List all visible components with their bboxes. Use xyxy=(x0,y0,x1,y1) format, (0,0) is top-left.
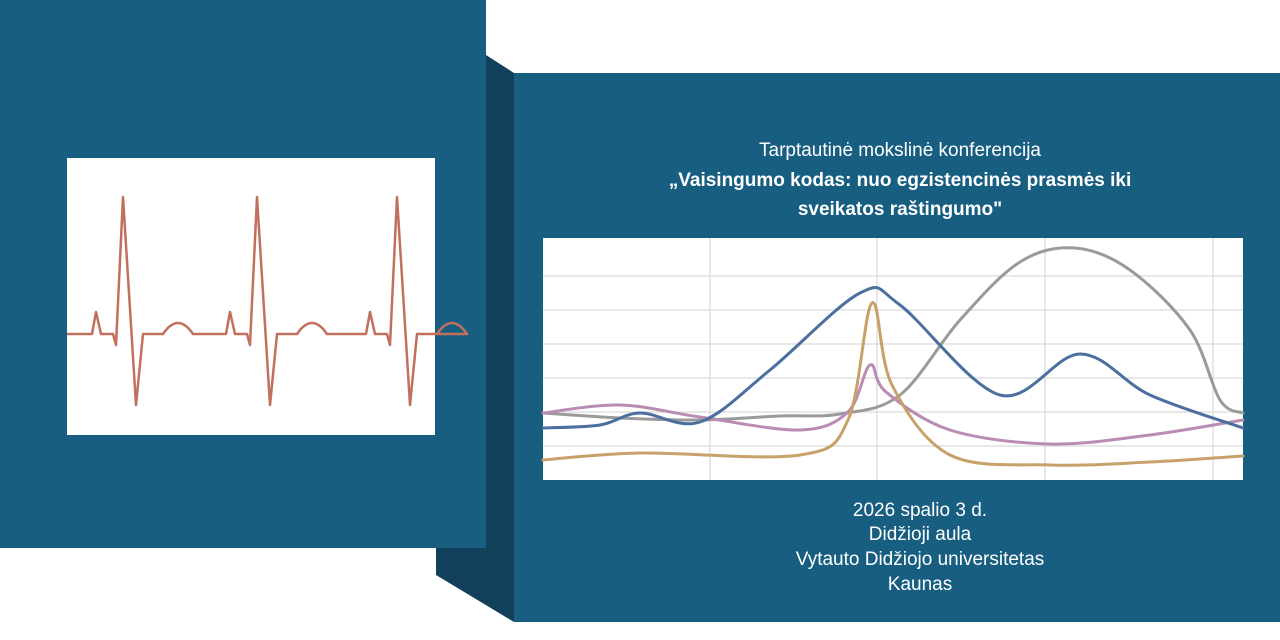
event-city: Kaunas xyxy=(888,574,952,595)
curve xyxy=(541,246,1245,422)
curve xyxy=(541,301,1245,467)
fold-shadow xyxy=(436,55,514,622)
chart-grid xyxy=(543,238,1243,480)
hormone-curves xyxy=(541,246,1245,467)
curve xyxy=(541,363,1245,446)
curve xyxy=(541,286,1245,430)
title-line: „Vaisingumo kodas: nuo egzistencinės pra… xyxy=(669,170,1131,191)
curve-chart-box xyxy=(543,238,1243,480)
event-date: 2026 spalio 3 d. xyxy=(853,500,987,521)
event-institution: Vytauto Didžiojo universitetas xyxy=(796,549,1045,570)
title-line: sveikatos raštingumo" xyxy=(798,199,1002,220)
event-venue: Didžioji aula xyxy=(869,524,972,545)
subtitle: Tarptautinė mokslinė konferencija xyxy=(759,140,1041,161)
ecg-line xyxy=(67,195,469,407)
